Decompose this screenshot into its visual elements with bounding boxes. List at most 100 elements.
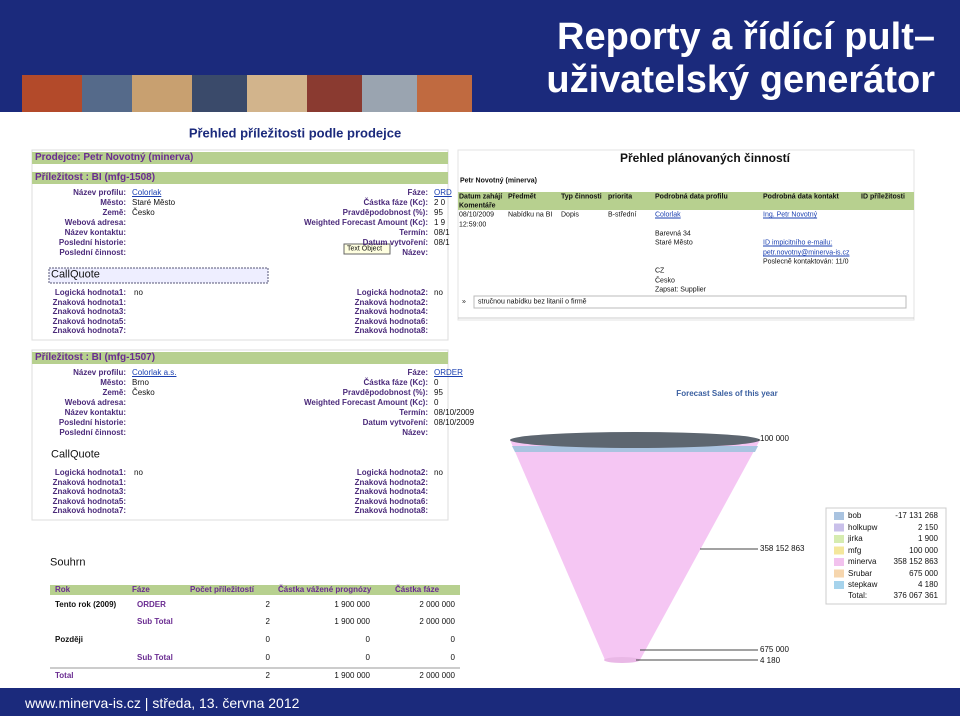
field-label: Název:	[402, 428, 428, 437]
column-header: Rok	[55, 585, 71, 594]
activity-cell: Poslecně kontaktován: 11/0	[763, 258, 849, 266]
field-label: Weighted Forecast Amount (Kc):	[303, 218, 428, 227]
field-label: Název kontaktu:	[64, 228, 126, 237]
activity-cell: Colorlak	[655, 211, 681, 219]
field-value: 95	[434, 388, 443, 397]
legend-total-label: Total:	[848, 591, 868, 600]
value-label: Znaková hodnota7:	[52, 326, 126, 335]
slide-title: uživatelský generátor	[546, 59, 935, 101]
legend-value: 358 152 863	[893, 557, 939, 566]
activity-cell: ID impicitního e-mailu:	[763, 239, 833, 247]
value-label: Znaková hodnota2:	[354, 297, 428, 307]
field-label: Částka fáze (Kc):	[363, 378, 428, 387]
field-label: Fáze:	[407, 368, 428, 377]
field-label: Město:	[100, 198, 126, 207]
column-header: Počet příležitostí	[190, 585, 255, 594]
header-band-right	[472, 75, 960, 112]
legend-value: 4 180	[917, 580, 938, 589]
legend-swatch	[834, 535, 844, 543]
column-header: Podrobná data profilu	[655, 193, 728, 201]
field-value: Brno	[132, 378, 149, 387]
field-label: Weighted Forecast Amount (Kc):	[303, 398, 428, 407]
field-label: Fáze:	[407, 188, 428, 197]
field-label: Název profilu:	[73, 368, 126, 377]
activity-cell: Nabídku na BI	[508, 211, 553, 219]
header-band	[0, 0, 960, 75]
summary-cell: 2 000 000	[419, 617, 455, 626]
section-title: CallQuote	[51, 448, 100, 461]
value-label: Znaková hodnota3:	[52, 487, 126, 496]
value-label: Znaková hodnota1:	[52, 297, 126, 307]
field-value: 08/1	[434, 228, 450, 237]
heading-band	[32, 172, 448, 184]
summary-header-band	[50, 585, 460, 595]
comment: stručnou nabídku bez litanií o firmě	[478, 298, 587, 306]
summary-cell: 0	[450, 653, 455, 662]
value-label: Znaková hodnota6:	[354, 316, 428, 326]
report-title: Přehled plánovaných činností	[619, 151, 791, 165]
activity-cell: Ing. Petr Novotný	[763, 211, 818, 219]
funnel-label: 100 000	[760, 434, 789, 443]
column-header: Komentáře	[459, 202, 496, 210]
field-value: 08/10/2009	[434, 418, 475, 427]
photo-strip	[22, 75, 472, 112]
column-header: Fáze	[132, 585, 150, 594]
legend-name: stepkaw	[848, 580, 878, 589]
legend-name: holkupw	[848, 522, 878, 532]
funnel-label: 358 152 863	[760, 544, 805, 553]
field-value: Colorlak a.s.	[132, 368, 177, 377]
summary-cell: 0	[265, 635, 270, 644]
summary-cell: 0	[365, 635, 370, 644]
legend-name: Srubar	[848, 568, 873, 578]
column-header: Částka fáze	[395, 585, 440, 594]
summary-cell: 1 900 000	[334, 600, 370, 609]
field-value: 0	[434, 378, 439, 387]
legend-total: 376 067 361	[893, 591, 939, 600]
header-band-left	[0, 75, 22, 112]
value: no	[134, 468, 143, 477]
column-header: Typ činnosti	[561, 193, 602, 201]
field-label: Název:	[402, 248, 428, 257]
summary-cell: Sub Total	[137, 653, 173, 662]
legend-swatch	[834, 581, 844, 589]
activity-panel	[457, 149, 915, 321]
column-header: priorita	[608, 193, 633, 201]
value-label: Logická hodnota1:	[54, 468, 126, 477]
field-label: Poslední činnost:	[59, 248, 126, 257]
activity-cell: petr.novotny@minerva-is.cz	[763, 249, 850, 257]
field-value: Staré Město	[132, 198, 176, 207]
value: no	[434, 288, 443, 297]
person: Petr Novotný (minerva)	[460, 177, 538, 185]
activity-cell: Staré Město	[655, 239, 693, 247]
opportunity-heading: Příležitost : BI (mfg-1508)	[35, 172, 156, 183]
field-label: Pravděpodobnost (%):	[342, 388, 428, 397]
report-panel	[31, 349, 449, 521]
field-label: Termín:	[399, 228, 428, 237]
summary-cell: 2	[265, 600, 270, 609]
value-label: Logická hodnota1:	[54, 288, 126, 297]
summary-cell: 0	[265, 653, 270, 662]
slide-title: Reporty a řídící pult–	[557, 16, 935, 58]
summary-cell: Tento rok (2009)	[55, 600, 117, 609]
field-value: 08/1	[434, 238, 450, 247]
column-header: Datum zahájí	[459, 193, 503, 201]
funnel	[510, 432, 760, 663]
summary-cell: ORDER	[137, 600, 166, 609]
legend-value: 1 900	[917, 534, 938, 543]
activity-cell: B-střední	[608, 211, 637, 219]
field-label: Název kontaktu:	[64, 408, 126, 417]
value-label: Znaková hodnota4:	[354, 307, 428, 316]
field-label: Webová adresa:	[64, 218, 126, 227]
field-value: 1 9	[434, 218, 446, 227]
field-label: Částka fáze (Kc):	[363, 198, 428, 207]
opportunity-heading: Příležitost : BI (mfg-1507)	[35, 352, 156, 363]
legend-value: -17 131 268	[895, 511, 938, 520]
field-value: 95	[434, 208, 443, 217]
activity-cell: 08/10/2009	[459, 211, 495, 219]
column-header: Částka vážené prognózy	[278, 585, 372, 594]
field-label: Město:	[100, 378, 126, 387]
value-label: Znaková hodnota4:	[354, 487, 428, 496]
summary-cell: 1 900 000	[334, 617, 370, 626]
legend-name: minerva	[848, 557, 877, 566]
